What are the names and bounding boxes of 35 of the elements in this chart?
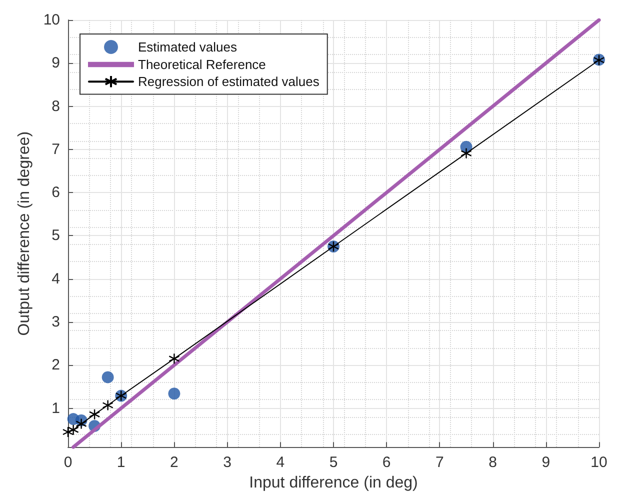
point <box>62 426 74 438</box>
x-tick-label: 4 <box>276 454 285 472</box>
y-tick-label: 9 <box>52 54 60 72</box>
y-tick-label: 4 <box>52 270 60 288</box>
y-tick-label: 1 <box>52 400 60 417</box>
point <box>68 424 79 436</box>
x-tick-label: 2 <box>170 454 178 472</box>
x-axis-title: Input difference (in deg) <box>249 474 418 492</box>
y-tick-label: 7 <box>52 140 60 158</box>
x-tick-label: 0 <box>64 454 72 472</box>
x-tick-label: 5 <box>329 454 338 472</box>
point <box>168 388 180 400</box>
x-tick-label: 8 <box>488 454 497 472</box>
x-tick-label: 10 <box>590 454 608 472</box>
y-tick-label: 3 <box>52 313 60 330</box>
x-tick-label: 3 <box>223 454 232 472</box>
x-tick-label: 7 <box>436 454 444 472</box>
y-axis-title: Output difference (in degree) <box>16 131 33 336</box>
x-tick-label: 1 <box>116 454 126 472</box>
legend-label: Theoretical Reference <box>138 57 266 72</box>
legend-label: Estimated values <box>138 40 238 54</box>
point <box>102 371 114 384</box>
point <box>88 408 100 420</box>
point <box>460 148 472 159</box>
y-tick-label: 10 <box>43 12 60 28</box>
legend-label: Regression of estimated values <box>138 74 320 90</box>
y-tick-label: 8 <box>52 98 60 115</box>
y-tick-label: 5 <box>52 227 60 244</box>
point <box>168 353 180 364</box>
point <box>102 400 114 411</box>
point <box>76 418 87 430</box>
x-tick-label: 9 <box>542 454 550 472</box>
y-tick-label: 6 <box>52 184 60 202</box>
y-tick-label: 2 <box>52 356 60 374</box>
x-tick-label: 6 <box>382 454 391 472</box>
